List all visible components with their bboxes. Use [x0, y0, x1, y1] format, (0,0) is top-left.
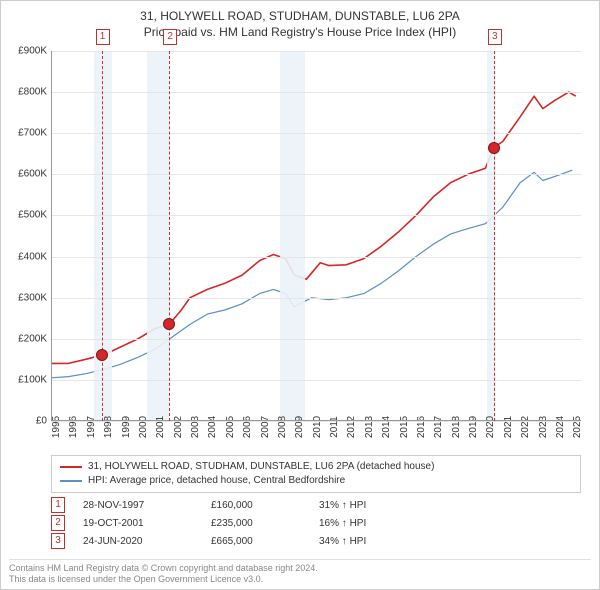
y-tick-label: £100K	[18, 374, 47, 385]
y-tick-label: £400K	[18, 251, 47, 262]
gridline-h	[51, 257, 581, 258]
recession-band	[280, 51, 304, 421]
event-row: 2 19-OCT-2001 £235,000 16% ↑ HPI	[51, 514, 581, 532]
event-number-box: 3	[488, 29, 502, 45]
event-marker	[488, 142, 500, 154]
footer-line1: Contains HM Land Registry data © Crown c…	[9, 563, 591, 574]
gridline-h	[51, 215, 581, 216]
recession-band	[94, 51, 111, 421]
footer-attribution: Contains HM Land Registry data © Crown c…	[9, 559, 591, 586]
gridline-h	[51, 380, 581, 381]
y-tick-label: £900K	[18, 46, 47, 57]
recession-band	[147, 51, 170, 421]
event-row-number: 2	[51, 515, 65, 531]
chart-area: £0£100K£200K£300K£400K£500K£600K£700K£80…	[51, 51, 581, 421]
event-row: 1 28-NOV-1997 £160,000 31% ↑ HPI	[51, 496, 581, 514]
legend-row-red: 31, HOLYWELL ROAD, STUDHAM, DUNSTABLE, L…	[60, 460, 572, 474]
event-row-number: 1	[51, 497, 65, 513]
y-tick-label: £0	[36, 416, 47, 427]
axis-y	[51, 51, 52, 421]
y-tick-label: £200K	[18, 333, 47, 344]
title-subtitle: Price paid vs. HM Land Registry's House …	[1, 25, 599, 41]
gridline-h	[51, 339, 581, 340]
legend-label-blue: HPI: Average price, detached house, Cent…	[88, 474, 345, 488]
event-number-box: 2	[163, 29, 177, 45]
legend-label-red: 31, HOLYWELL ROAD, STUDHAM, DUNSTABLE, L…	[88, 460, 434, 474]
chart-lines-svg	[51, 51, 581, 421]
event-row-price: £665,000	[211, 536, 301, 547]
event-number-box: 1	[96, 29, 110, 45]
page-container: 31, HOLYWELL ROAD, STUDHAM, DUNSTABLE, L…	[0, 0, 600, 590]
event-line: 1	[102, 51, 103, 421]
title-block: 31, HOLYWELL ROAD, STUDHAM, DUNSTABLE, L…	[1, 1, 599, 40]
event-row-price: £160,000	[211, 500, 301, 511]
events-table: 1 28-NOV-1997 £160,000 31% ↑ HPI 2 19-OCT-200…	[51, 496, 581, 550]
event-row-number: 3	[51, 533, 65, 549]
y-tick-label: £500K	[18, 210, 47, 221]
event-row-date: 19-OCT-2001	[83, 518, 193, 529]
legend-swatch-blue	[60, 480, 82, 482]
event-row-date: 28-NOV-1997	[83, 500, 193, 511]
event-row-pct: 16% ↑ HPI	[319, 518, 439, 529]
y-tick-label: £800K	[18, 87, 47, 98]
title-address: 31, HOLYWELL ROAD, STUDHAM, DUNSTABLE, L…	[1, 9, 599, 25]
axis-x	[51, 420, 581, 421]
event-row-date: 24-JUN-2020	[83, 536, 193, 547]
y-tick-label: £300K	[18, 292, 47, 303]
gridline-h	[51, 92, 581, 93]
footer-line2: This data is licensed under the Open Gov…	[9, 574, 591, 585]
event-marker	[96, 349, 108, 361]
gridline-h	[51, 298, 581, 299]
y-tick-label: £700K	[18, 128, 47, 139]
event-row-pct: 31% ↑ HPI	[319, 500, 439, 511]
event-marker	[163, 318, 175, 330]
gridline-h	[51, 174, 581, 175]
legend-swatch-red	[60, 466, 82, 468]
event-row-pct: 34% ↑ HPI	[319, 536, 439, 547]
y-tick-label: £600K	[18, 169, 47, 180]
event-line: 2	[169, 51, 170, 421]
event-line: 3	[494, 51, 495, 421]
gridline-h	[51, 133, 581, 134]
gridline-h	[51, 51, 581, 52]
legend-row-blue: HPI: Average price, detached house, Cent…	[60, 474, 572, 488]
event-row: 3 24-JUN-2020 £665,000 34% ↑ HPI	[51, 532, 581, 550]
event-row-price: £235,000	[211, 518, 301, 529]
legend-box: 31, HOLYWELL ROAD, STUDHAM, DUNSTABLE, L…	[51, 455, 581, 493]
